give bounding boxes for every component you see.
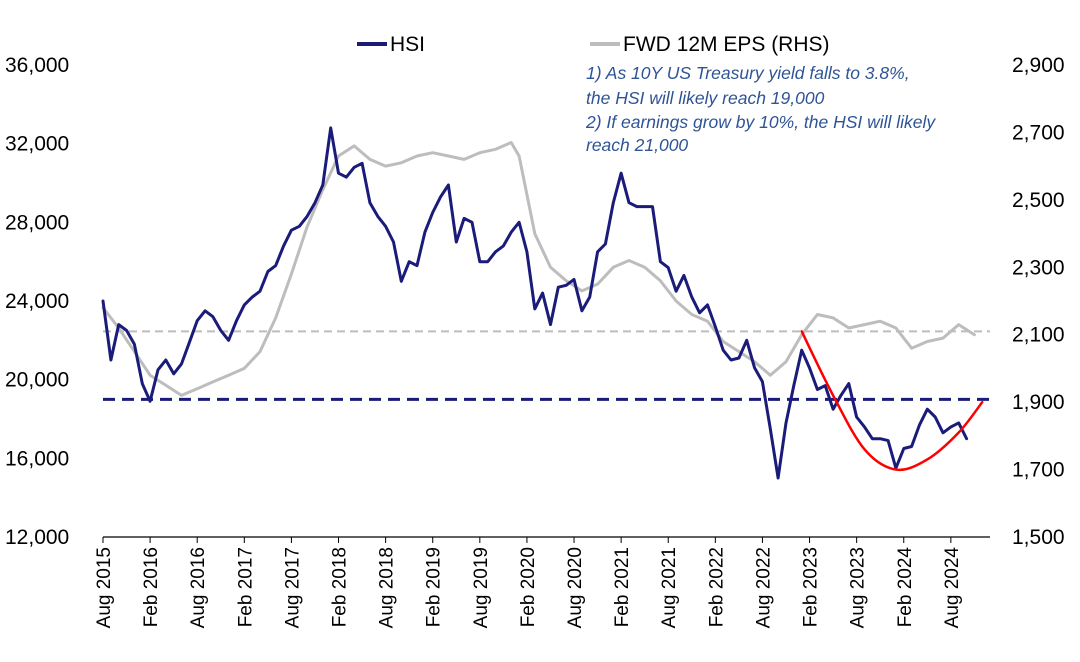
hsi-series-line (101, 126, 969, 480)
right-tick-label: 2,900 (1012, 54, 1065, 77)
x-tick-label: Feb 2018 (330, 547, 351, 627)
x-tick-label: Feb 2022 (706, 547, 727, 627)
reference-lines (103, 330, 990, 401)
x-tick-label: Aug 2020 (565, 547, 586, 628)
series-lines (101, 126, 984, 480)
left-tick-label: 16,000 (5, 447, 69, 470)
legend: HSI FWD 12M EPS (RHS) (357, 33, 830, 56)
x-tick-label: Feb 2019 (424, 547, 445, 627)
legend-hsi-label: HSI (390, 33, 425, 56)
right-tick-label: 1,900 (1012, 391, 1065, 414)
annotation-line-1: 1) As 10Y US Treasury yield falls to 3.8… (586, 63, 910, 83)
right-tick-label: 2,300 (1012, 256, 1065, 279)
right-tick-label: 2,700 (1012, 121, 1065, 144)
x-tick-label: Feb 2017 (235, 547, 256, 627)
x-tick-label: Aug 2021 (659, 547, 680, 628)
x-tick-label: Aug 2017 (282, 547, 303, 628)
x-tick-label: Aug 2023 (848, 547, 869, 628)
right-tick-label: 2,500 (1012, 189, 1065, 212)
x-axis-ticks: Aug 2015 Feb 2016 Aug 2016 Feb 2017 Aug 2017… (94, 537, 963, 628)
annotation-line-3: 2) If earnings grow by 10%, the HSI will… (585, 112, 936, 132)
annotation-line-2: the HSI will likely reach 19,000 (586, 88, 825, 108)
x-tick-label: Feb 2023 (801, 547, 822, 627)
right-tick-label: 2,100 (1012, 324, 1065, 347)
right-axis-ticks: 2,900 2,700 2,500 2,300 2,100 1,900 1,700 1,500 (1012, 54, 1065, 549)
x-tick-label: Feb 2020 (518, 547, 539, 627)
left-tick-label: 28,000 (5, 211, 69, 234)
x-tick-label: Aug 2018 (377, 547, 398, 628)
projection-curve (800, 330, 984, 472)
left-axis-ticks: 36,000 32,000 28,000 24,000 20,000 16,000 12,0… (5, 54, 69, 549)
left-tick-label: 36,000 (5, 54, 69, 77)
x-tick-label: Aug 2022 (753, 547, 774, 628)
left-tick-label: 12,000 (5, 526, 69, 549)
x-tick-label: Aug 2024 (942, 547, 963, 629)
annotation: 1) As 10Y US Treasury yield falls to 3.8… (585, 63, 936, 155)
eps-series-line (101, 141, 976, 397)
x-tick-label: Aug 2016 (188, 547, 209, 628)
x-tick-label: Aug 2019 (471, 547, 492, 628)
legend-eps-label: FWD 12M EPS (RHS) (623, 33, 830, 56)
left-tick-label: 32,000 (5, 133, 69, 156)
x-tick-label: Feb 2021 (612, 547, 633, 627)
left-tick-label: 20,000 (5, 369, 69, 392)
x-tick-label: Feb 2024 (895, 547, 916, 628)
right-tick-label: 1,700 (1012, 459, 1065, 482)
annotation-line-4: reach 21,000 (586, 135, 688, 155)
x-tick-label: Feb 2016 (141, 547, 162, 627)
right-tick-label: 1,500 (1012, 526, 1065, 549)
x-tick-label: Aug 2015 (94, 547, 115, 628)
left-tick-label: 24,000 (5, 290, 69, 313)
